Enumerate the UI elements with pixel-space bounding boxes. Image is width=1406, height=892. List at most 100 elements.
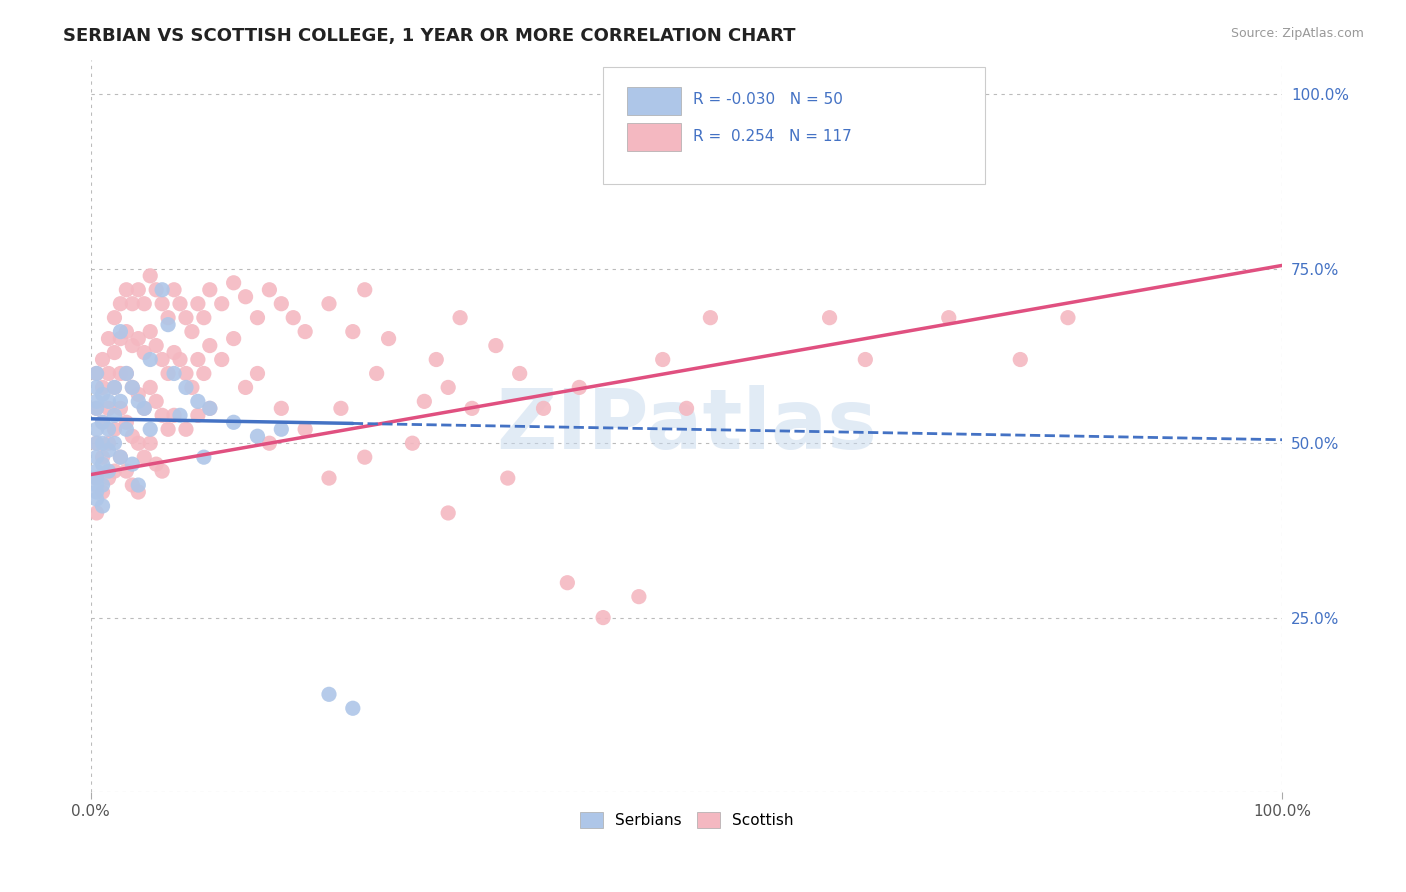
Point <box>853 352 876 367</box>
Point <box>91 415 114 429</box>
Point <box>86 367 108 381</box>
Point <box>198 338 221 352</box>
Point <box>222 276 245 290</box>
Point <box>86 450 108 465</box>
Point <box>150 283 173 297</box>
Point <box>91 352 114 367</box>
Text: R = -0.030   N = 50: R = -0.030 N = 50 <box>693 93 842 107</box>
Point <box>211 352 233 367</box>
Point <box>127 485 149 500</box>
Point <box>485 338 508 352</box>
Point <box>270 422 292 436</box>
Point <box>103 310 125 325</box>
Point <box>97 367 120 381</box>
Point <box>150 296 173 310</box>
Point <box>103 380 125 394</box>
Point <box>91 485 114 500</box>
Point <box>127 332 149 346</box>
Point <box>198 401 221 416</box>
Text: Source: ZipAtlas.com: Source: ZipAtlas.com <box>1230 27 1364 40</box>
Point <box>97 422 120 436</box>
Point <box>329 401 352 416</box>
Point <box>115 283 138 297</box>
Point <box>97 471 120 485</box>
Point <box>86 380 108 394</box>
Point <box>86 401 108 416</box>
Point <box>86 471 108 485</box>
Point <box>139 325 162 339</box>
Point <box>496 471 519 485</box>
Point <box>187 394 209 409</box>
Text: R =  0.254   N = 117: R = 0.254 N = 117 <box>693 129 851 144</box>
Point <box>127 478 149 492</box>
Point <box>413 394 436 409</box>
Point <box>157 422 180 436</box>
Point <box>259 436 281 450</box>
Point <box>157 318 180 332</box>
Point <box>294 325 316 339</box>
Point <box>127 283 149 297</box>
Point <box>97 436 120 450</box>
Point <box>222 332 245 346</box>
Point <box>121 429 143 443</box>
Point <box>353 450 375 465</box>
Point <box>121 457 143 471</box>
Point <box>91 499 114 513</box>
Point <box>103 436 125 450</box>
Point <box>157 367 180 381</box>
Point <box>235 290 257 304</box>
Point <box>127 436 149 450</box>
Point <box>150 409 173 423</box>
Point <box>283 310 305 325</box>
Point <box>115 422 138 436</box>
Point <box>294 422 316 436</box>
Point <box>97 394 120 409</box>
FancyBboxPatch shape <box>627 87 681 114</box>
Point <box>91 380 114 394</box>
Point <box>139 436 162 450</box>
Point <box>97 332 120 346</box>
Point <box>121 380 143 394</box>
Point <box>139 352 162 367</box>
Point <box>115 464 138 478</box>
Point <box>86 485 108 500</box>
Point <box>366 367 388 381</box>
Point <box>86 436 108 450</box>
Point <box>246 310 269 325</box>
Point <box>211 296 233 310</box>
Point <box>91 436 114 450</box>
Point <box>103 409 125 423</box>
Point <box>121 296 143 310</box>
Point <box>187 352 209 367</box>
Point <box>222 415 245 429</box>
Point <box>115 325 138 339</box>
Point <box>193 367 215 381</box>
Point <box>377 332 399 346</box>
Point <box>150 464 173 478</box>
Point <box>103 464 125 478</box>
Point <box>353 283 375 297</box>
Point <box>134 296 156 310</box>
Point <box>461 401 484 416</box>
Point <box>651 352 673 367</box>
Point <box>103 380 125 394</box>
Point <box>437 380 460 394</box>
Point <box>318 296 340 310</box>
Point <box>235 380 257 394</box>
Point <box>134 401 156 416</box>
Point <box>449 310 471 325</box>
Point <box>86 491 108 506</box>
Point <box>533 401 555 416</box>
Point <box>150 352 173 367</box>
Point <box>699 310 721 325</box>
Point <box>174 422 197 436</box>
Point <box>97 401 120 416</box>
Point <box>139 422 162 436</box>
Point <box>127 394 149 409</box>
Point <box>145 394 167 409</box>
Point <box>259 283 281 297</box>
Point <box>174 367 197 381</box>
Point <box>246 367 269 381</box>
Point <box>103 345 125 359</box>
Point <box>110 401 132 416</box>
